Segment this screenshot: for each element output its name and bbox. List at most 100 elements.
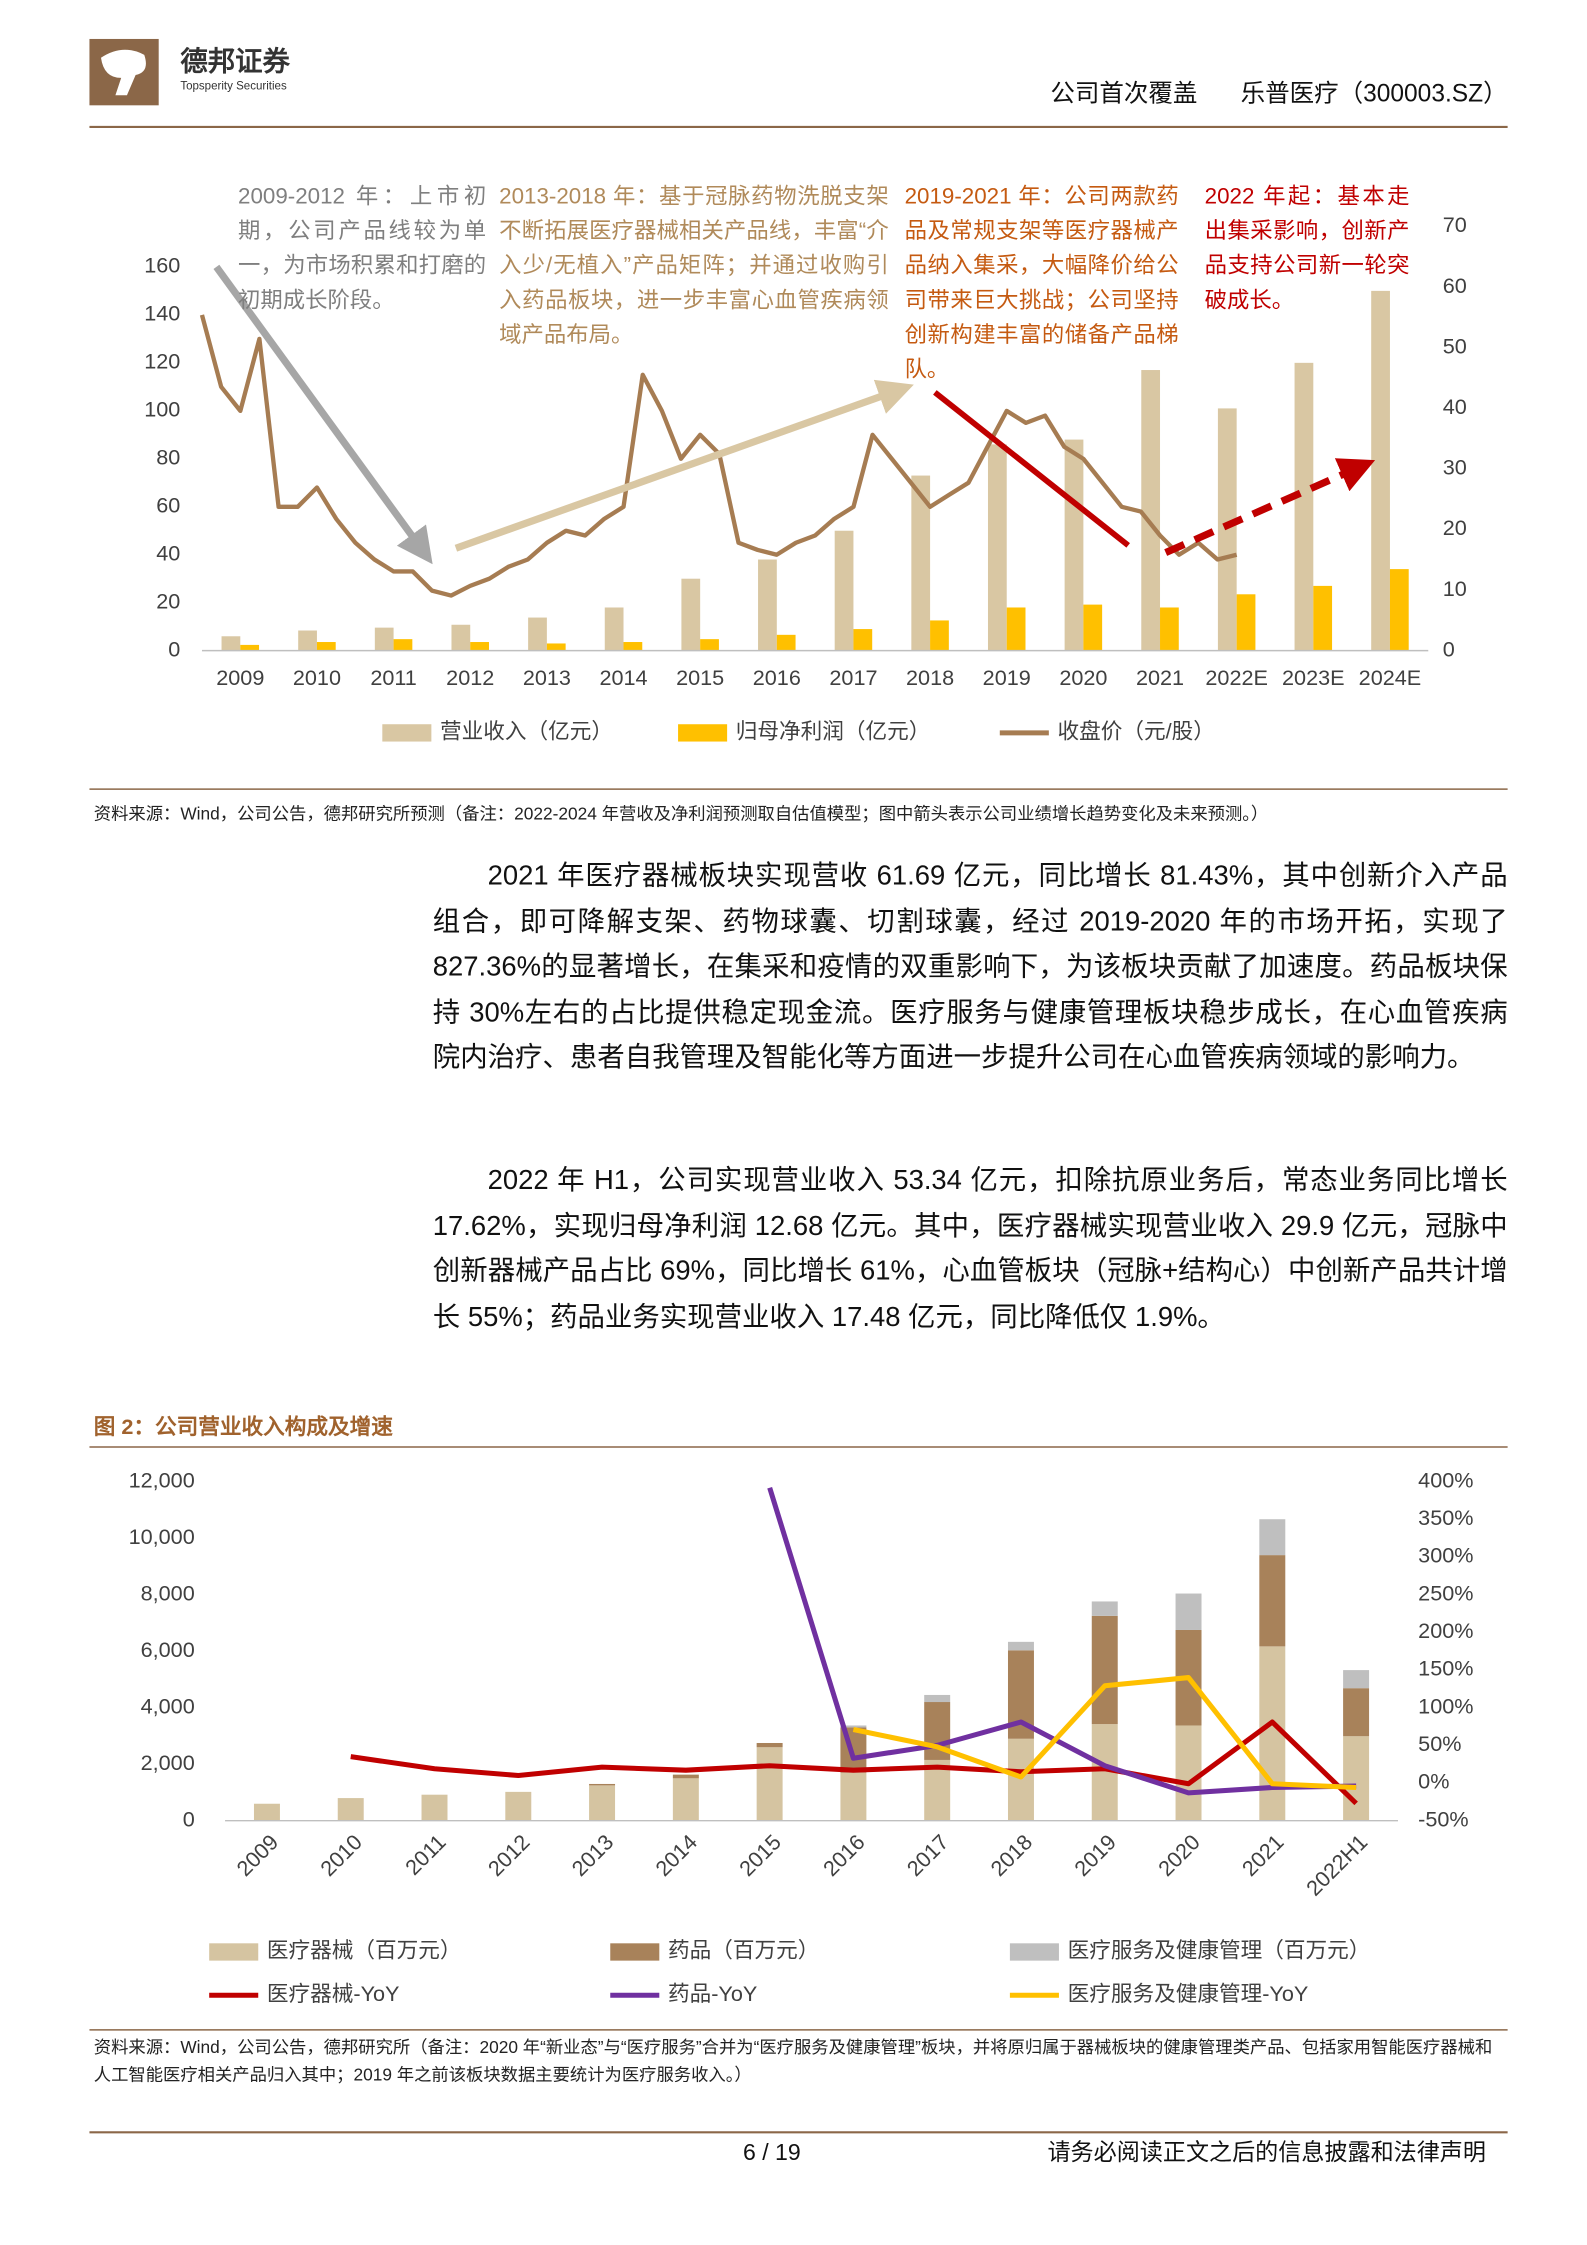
y-tick-label: 0: [168, 636, 180, 661]
legend-swatch: [209, 1943, 259, 1961]
bar: [451, 624, 471, 651]
y2-tick-label: 20: [1443, 515, 1467, 540]
bar: [758, 559, 777, 651]
bar: [316, 642, 336, 651]
bar: [1217, 408, 1237, 651]
arrow: [454, 379, 914, 552]
logo: [89, 38, 159, 106]
bar: [1141, 370, 1161, 651]
bar: [604, 607, 624, 651]
y-tick-label: 160: [144, 253, 180, 278]
y-tick-label: 10,000: [129, 1524, 195, 1549]
y2-tick-label: 30: [1443, 455, 1467, 480]
bar: [470, 642, 489, 651]
x-tick-label: 2018: [986, 1829, 1038, 1881]
bar: [240, 644, 260, 651]
bar: [1259, 1519, 1286, 1556]
bar: [1343, 1688, 1370, 1737]
bar: [1259, 1555, 1286, 1647]
line: [350, 1719, 1358, 1806]
legend-label: 归母净利润（亿元）: [736, 719, 931, 744]
x-tick-label: 2019: [1069, 1829, 1121, 1881]
disclaimer: 请务必阅读正文之后的信息披露和法律声明: [1047, 2139, 1486, 2165]
y2-tick-label: 0%: [1418, 1769, 1449, 1794]
bar: [672, 1774, 699, 1779]
x-tick-label: 2018: [906, 665, 954, 690]
y-tick-label: 140: [144, 301, 180, 326]
x-tick-label: 2022H1: [1301, 1829, 1372, 1900]
bar: [589, 1783, 616, 1786]
line: [767, 1486, 1357, 1796]
bar: [1091, 1615, 1118, 1725]
bar: [911, 475, 931, 651]
y-tick-label: 60: [156, 492, 180, 517]
y2-tick-label: 200%: [1418, 1618, 1473, 1643]
bar: [337, 1798, 364, 1821]
bar: [1007, 1641, 1034, 1651]
x-tick-label: 2020: [1153, 1829, 1205, 1881]
bar: [840, 1772, 867, 1821]
bar: [1083, 604, 1103, 651]
figure-title: 图 2：公司营业收入构成及增速: [94, 1414, 394, 1439]
bar: [374, 627, 394, 651]
x-tick-label: 2012: [483, 1829, 535, 1881]
bar: [1175, 1725, 1202, 1821]
stock-name: 乐普医疗（300003.SZ）: [1241, 80, 1508, 108]
x-tick-label: 2024E: [1359, 665, 1422, 690]
y-tick-label: 120: [144, 349, 180, 374]
legend-label: 收盘价（元/股）: [1057, 719, 1214, 744]
legend-swatch: [1009, 1943, 1059, 1961]
bar: [1371, 290, 1390, 651]
x-tick-label: 2011: [400, 1829, 451, 1880]
y2-tick-label: 50%: [1418, 1731, 1461, 1756]
bar: [1313, 585, 1333, 651]
x-tick-label: 2009: [216, 665, 264, 690]
paragraph: 2022 年 H1，公司实现营业收入 53.34 亿元，扣除抗原业务后，常态业务…: [432, 1165, 1508, 1333]
arrow: [933, 390, 1130, 548]
arrow: [1164, 458, 1376, 556]
y2-tick-label: 250%: [1418, 1580, 1473, 1605]
annotation: 2022 年起：基本走出集采影响，创新产品支持公司新一轮突破成长。: [1204, 184, 1410, 314]
bar: [1343, 1736, 1370, 1821]
bar: [1091, 1601, 1118, 1616]
bar: [1007, 1738, 1034, 1821]
bar: [840, 1725, 867, 1728]
bar: [681, 578, 701, 651]
legend-label: 医疗服务及健康管理-YoY: [1068, 1981, 1309, 2006]
y-tick-label: 80: [156, 444, 180, 469]
legend-label: 医疗服务及健康管理（百万元）: [1068, 1938, 1371, 1963]
legend-label: 医疗器械（百万元）: [267, 1938, 462, 1963]
y-tick-label: 6,000: [141, 1637, 195, 1662]
bar: [505, 1791, 532, 1821]
trend-arrows: [213, 264, 1376, 565]
annotation: 2013-2018 年：基于冠脉药物洗脱支架不断拓展医疗器械相关产品线，丰富“介…: [499, 184, 889, 348]
bar: [776, 634, 796, 651]
x-tick-label: 2010: [293, 665, 341, 690]
bar: [1064, 439, 1084, 651]
bar: [421, 1794, 448, 1821]
bar: [930, 620, 949, 651]
y2-tick-label: 70: [1443, 212, 1467, 237]
arrow: [213, 264, 433, 565]
y2-tick-label: 400%: [1418, 1467, 1473, 1492]
bar: [623, 642, 643, 651]
y-tick-label: 12,000: [129, 1467, 195, 1492]
y-tick-label: 8,000: [141, 1580, 195, 1605]
y2-tick-label: -50%: [1418, 1806, 1468, 1831]
x-tick-label: 2021: [1136, 665, 1184, 690]
paragraph: 2021 年医疗器械板块实现营收 61.69 亿元，同比增长 81.43%，其中…: [432, 861, 1508, 1074]
source-note: 资料来源：Wind，公司公告，德邦研究所（备注：2020 年“新业态”与“医疗服…: [93, 2037, 1493, 2085]
x-tick-label: 2009: [231, 1829, 283, 1881]
line: [852, 1675, 1357, 1791]
x-tick-label: 2011: [370, 665, 417, 690]
bar: [298, 630, 317, 651]
bar: [1343, 1670, 1370, 1689]
y2-tick-label: 40: [1443, 394, 1467, 419]
y2-tick-label: 60: [1443, 273, 1467, 298]
y-tick-label: 40: [156, 540, 180, 565]
x-tick-label: 2013: [523, 665, 571, 690]
company-name-en: Topsperity Securities: [180, 81, 287, 93]
